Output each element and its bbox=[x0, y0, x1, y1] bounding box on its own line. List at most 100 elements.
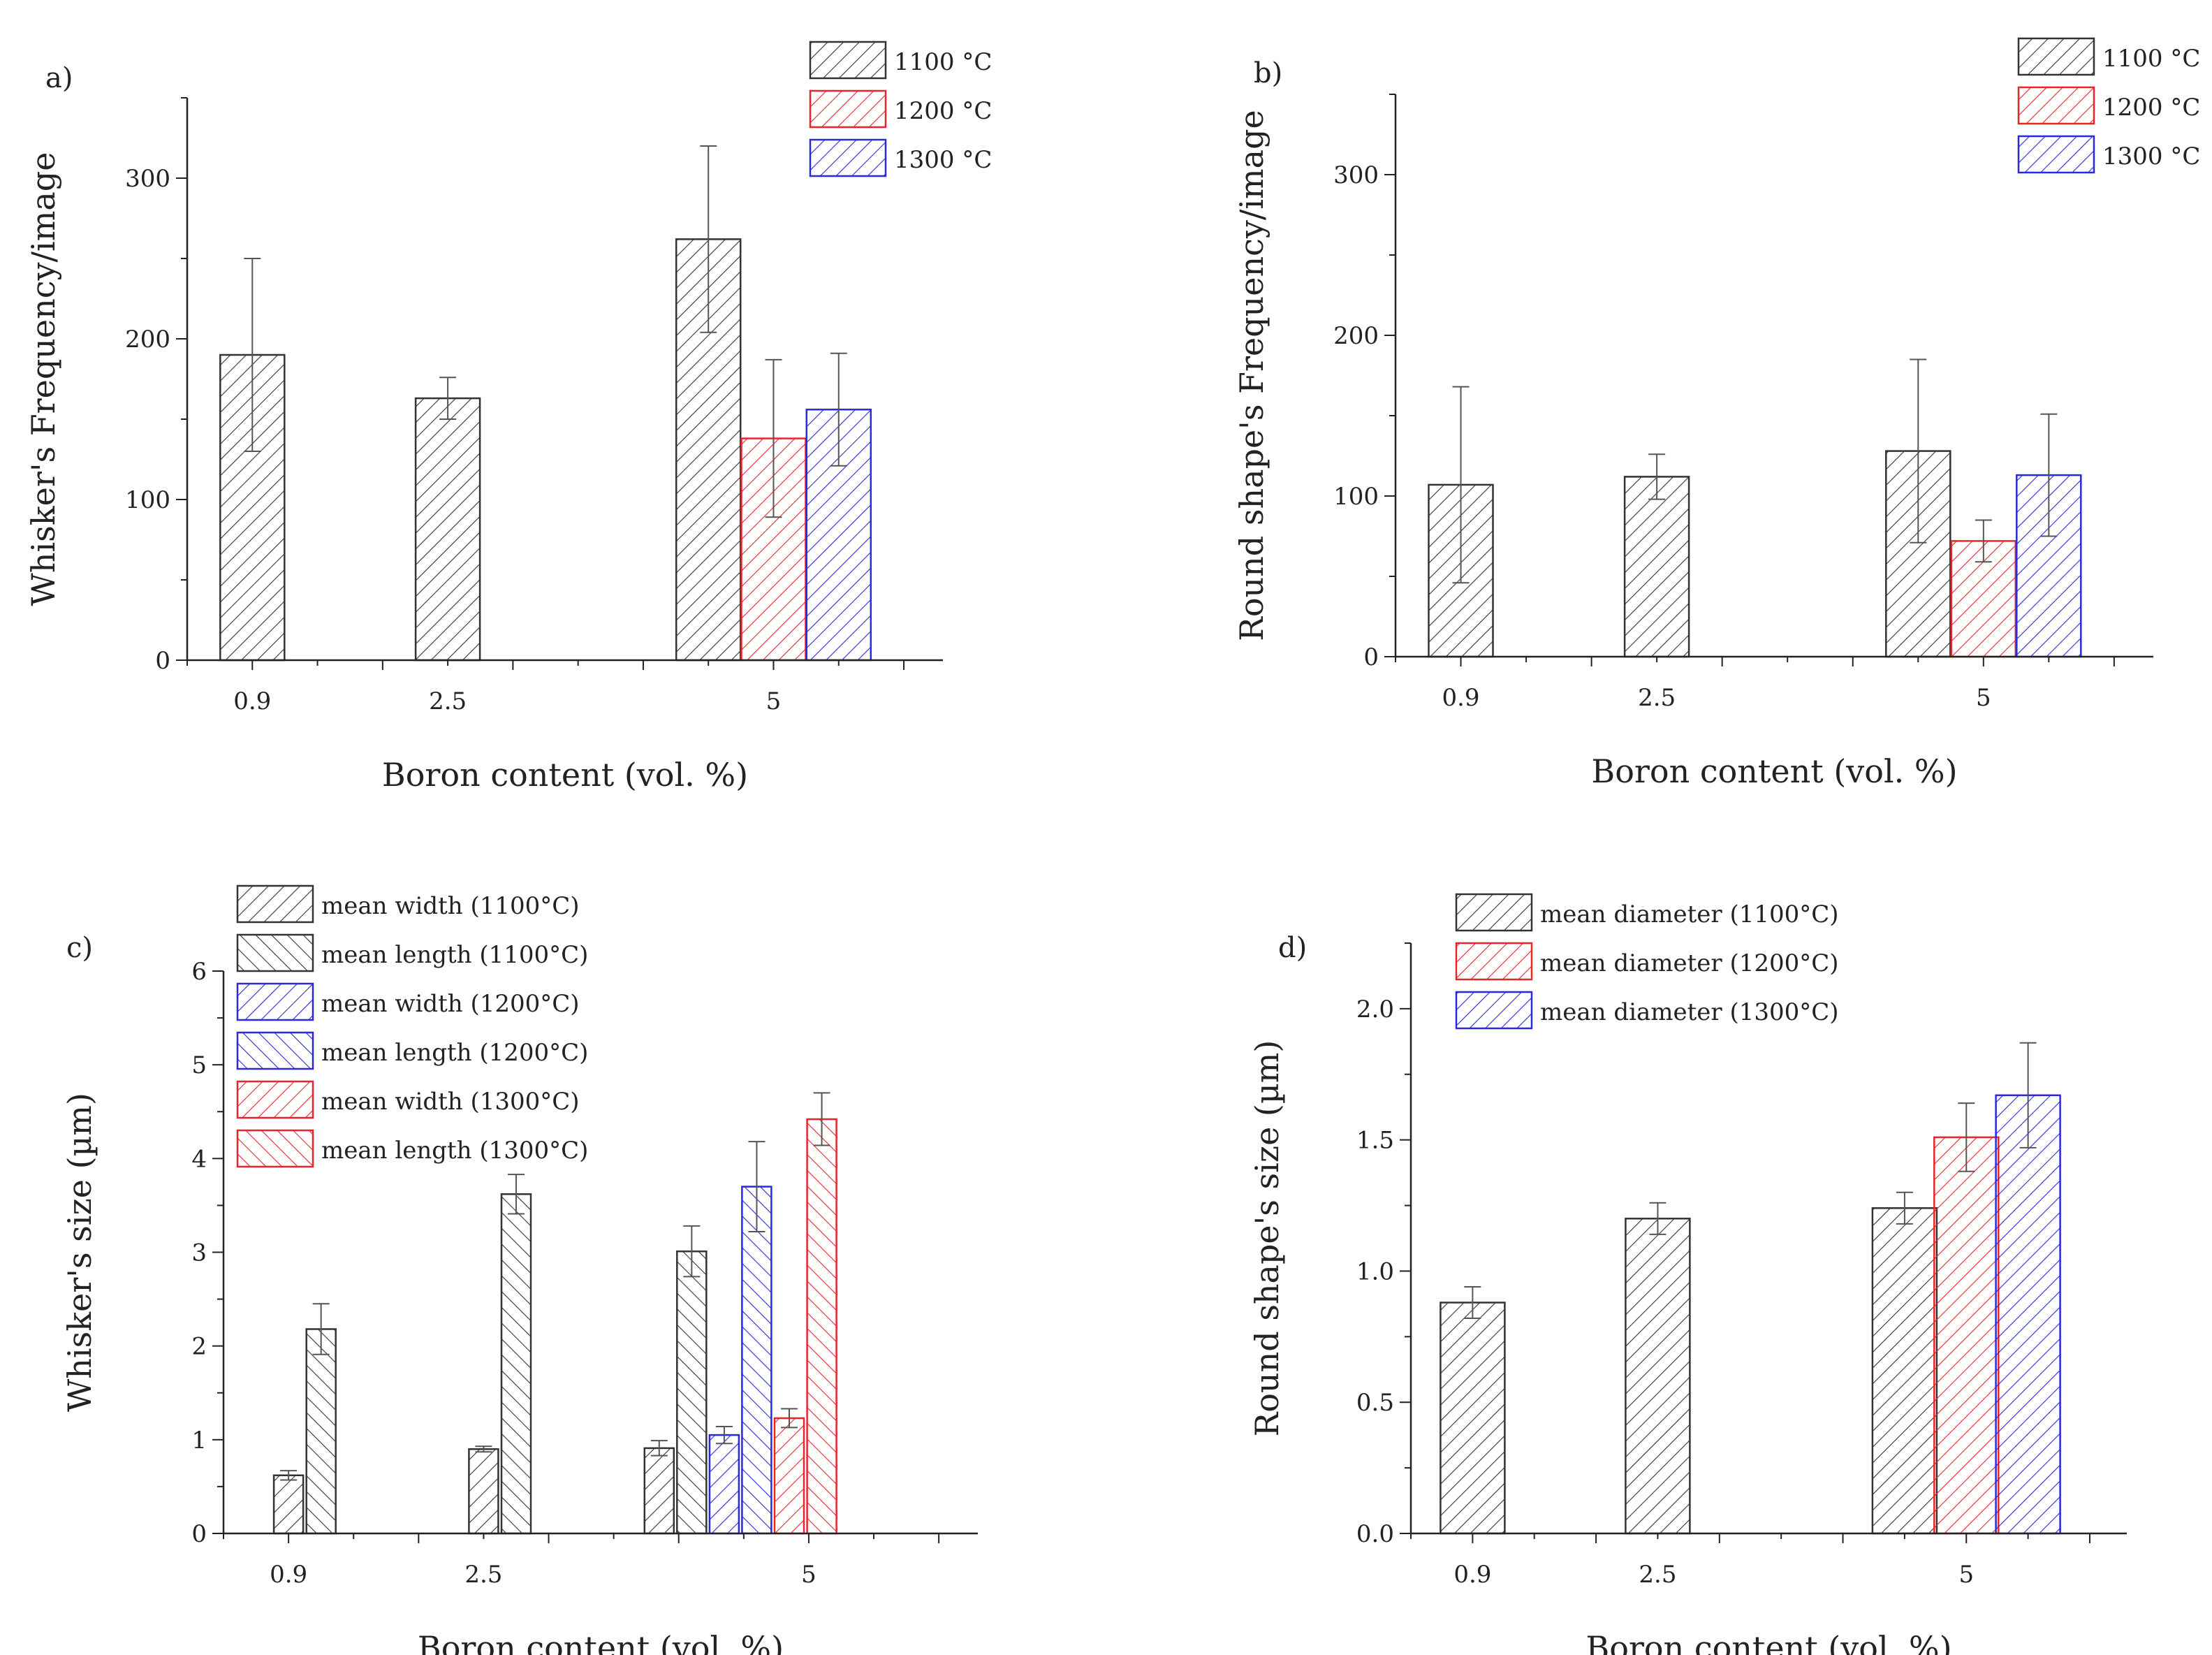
x-tick-label: 5 bbox=[766, 687, 782, 715]
legend-label: mean diameter (1300°C) bbox=[1540, 998, 1839, 1026]
legend-swatch bbox=[2017, 135, 2095, 174]
bar-mean-width-1100-c--5 bbox=[643, 1447, 675, 1535]
legend-label: mean diameter (1200°C) bbox=[1540, 949, 1839, 977]
bar-mean-length-1300-c--0.9 bbox=[806, 1118, 837, 1535]
x-tick-label: 2.5 bbox=[1639, 1561, 1676, 1589]
error-bar bbox=[781, 1408, 798, 1429]
y-tick-label: 100 bbox=[1333, 483, 1379, 511]
y-tick-label: 1 bbox=[191, 1427, 207, 1454]
error-bar bbox=[312, 1303, 330, 1355]
error-bar bbox=[1452, 386, 1470, 584]
bar-mean-width-1300-c--0.9 bbox=[773, 1417, 805, 1535]
legend-swatch bbox=[1455, 991, 1533, 1030]
y-tick-label: 0 bbox=[155, 647, 170, 675]
error-bar bbox=[244, 258, 261, 452]
error-bar bbox=[650, 1440, 668, 1457]
legend-swatch bbox=[236, 933, 314, 972]
y-tick-label: 2.0 bbox=[1356, 996, 1394, 1023]
bar-mean-diameter-1300-c--0.9 bbox=[1995, 1094, 2061, 1535]
error-bar bbox=[1910, 358, 1927, 544]
x-axis-title: Boron content (vol. %) bbox=[1591, 752, 1957, 790]
y-tick-label: 0.5 bbox=[1356, 1389, 1394, 1417]
legend-label: 1100 °C bbox=[2102, 45, 2200, 73]
error-bar bbox=[765, 358, 782, 518]
x-tick-label: 2.5 bbox=[1638, 684, 1676, 712]
bar-mean-width-1100-c--2.5 bbox=[468, 1448, 499, 1535]
y-tick-label: 2 bbox=[191, 1333, 207, 1361]
error-bar bbox=[1958, 1102, 1975, 1172]
y-tick-label: 1.0 bbox=[1356, 1257, 1394, 1285]
legend-label: mean width (1200°C) bbox=[321, 990, 580, 1018]
error-bar bbox=[700, 145, 717, 333]
panel-c-whisker-size: c) 0 1 2 3 4 5 6 0.9 2.5 5 Boron content (vol. %) Wh… bbox=[61, 884, 978, 1655]
bar-mean-width-1200-c--0.9 bbox=[708, 1434, 740, 1535]
y-tick-label: 300 bbox=[1333, 161, 1379, 189]
panel-label: b) bbox=[1254, 57, 1282, 89]
bar-mean-length-1100-c--5 bbox=[676, 1250, 708, 1535]
bar-mean-diameter-1200-c--0.9 bbox=[1933, 1136, 2000, 1535]
legend-label: mean width (1300°C) bbox=[321, 1088, 580, 1116]
x-tick-label: 2.5 bbox=[464, 1561, 502, 1589]
bar-mean-diameter-1100-c--2.5 bbox=[1625, 1218, 1691, 1535]
panel-d-round-shape-size: d) 0.0 0.5 1.0 1.5 2.0 0.9 2.5 5 Boron content (v… bbox=[1248, 893, 2127, 1655]
y-tick-label: 5 bbox=[191, 1051, 207, 1079]
bar-mean-diameter-1100-c--5 bbox=[1871, 1207, 1938, 1535]
panel-label: c) bbox=[66, 932, 93, 964]
legend-swatch bbox=[2017, 37, 2095, 76]
legend-label: 1300 °C bbox=[894, 146, 992, 174]
x-tick-label: 0.9 bbox=[233, 687, 271, 715]
legend-swatch bbox=[236, 1129, 314, 1168]
legend-label: mean length (1300°C) bbox=[321, 1137, 588, 1165]
legend-swatch bbox=[236, 982, 314, 1021]
legend-swatch bbox=[1455, 893, 1533, 932]
y-tick-label: 200 bbox=[125, 326, 170, 353]
error-bar bbox=[748, 1141, 766, 1232]
y-tick-label: 3 bbox=[191, 1239, 207, 1267]
panel-label: d) bbox=[1278, 932, 1307, 964]
legend-label: mean length (1100°C) bbox=[321, 941, 588, 969]
legend-swatch bbox=[236, 1080, 314, 1119]
x-tick-label: 2.5 bbox=[429, 687, 467, 715]
panel-b-round-shape-frequency: b) 0 100 200 300 0.9 2.5 5 Boron content (vol. %… bbox=[1233, 37, 2200, 790]
legend: 1100 °C 1200 °C 1300 °C bbox=[809, 41, 992, 177]
legend-swatch bbox=[236, 884, 314, 924]
error-bar bbox=[439, 377, 457, 420]
error-bar bbox=[475, 1445, 492, 1453]
error-bar bbox=[830, 352, 847, 467]
y-tick-label: 1.5 bbox=[1356, 1127, 1394, 1155]
y-tick-label: 0 bbox=[191, 1520, 207, 1548]
y-tick-label: 200 bbox=[1333, 322, 1379, 350]
legend-label: mean width (1100°C) bbox=[321, 892, 580, 920]
legend: 1100 °C 1200 °C 1300 °C bbox=[2017, 37, 2200, 174]
x-tick-label: 5 bbox=[1958, 1561, 1974, 1589]
y-tick-label: 300 bbox=[125, 165, 170, 193]
x-tick-label: 5 bbox=[801, 1561, 816, 1589]
bar-mean-length-1200-c--0.9 bbox=[741, 1186, 772, 1535]
error-bar bbox=[683, 1225, 701, 1278]
legend-label: 1200 °C bbox=[894, 97, 992, 125]
legend-swatch bbox=[809, 89, 887, 129]
y-axis-title: Whisker's Frequency/image bbox=[24, 152, 62, 606]
legend-swatch bbox=[809, 138, 887, 177]
y-tick-label: 0.0 bbox=[1356, 1520, 1394, 1548]
y-axis-title: Round shape's size (µm) bbox=[1248, 1040, 1286, 1437]
legend-label: 1200 °C bbox=[2102, 94, 2200, 122]
error-bar bbox=[1649, 1202, 1667, 1235]
legend-label: mean length (1200°C) bbox=[321, 1039, 588, 1067]
x-axis-title: Boron content (vol. %) bbox=[1585, 1629, 1951, 1655]
legend-swatch bbox=[1455, 942, 1533, 981]
panel-label: a) bbox=[45, 62, 73, 94]
bar-mean-length-1100-c--0.9 bbox=[305, 1328, 337, 1535]
y-axis-title: Round shape's Frequency/image bbox=[1233, 110, 1270, 641]
legend-label: 1300 °C bbox=[2102, 143, 2200, 170]
error-bar bbox=[1464, 1285, 1481, 1320]
error-bar bbox=[1648, 453, 1666, 500]
error-bar bbox=[715, 1426, 733, 1445]
error-bar bbox=[2019, 1042, 2037, 1149]
error-bar bbox=[1896, 1191, 1913, 1225]
x-tick-label: 0.9 bbox=[1453, 1561, 1491, 1589]
bar-mean-length-1100-c--2.5 bbox=[500, 1193, 532, 1535]
y-tick-label: 100 bbox=[125, 486, 170, 514]
x-tick-label: 0.9 bbox=[1442, 684, 1479, 712]
